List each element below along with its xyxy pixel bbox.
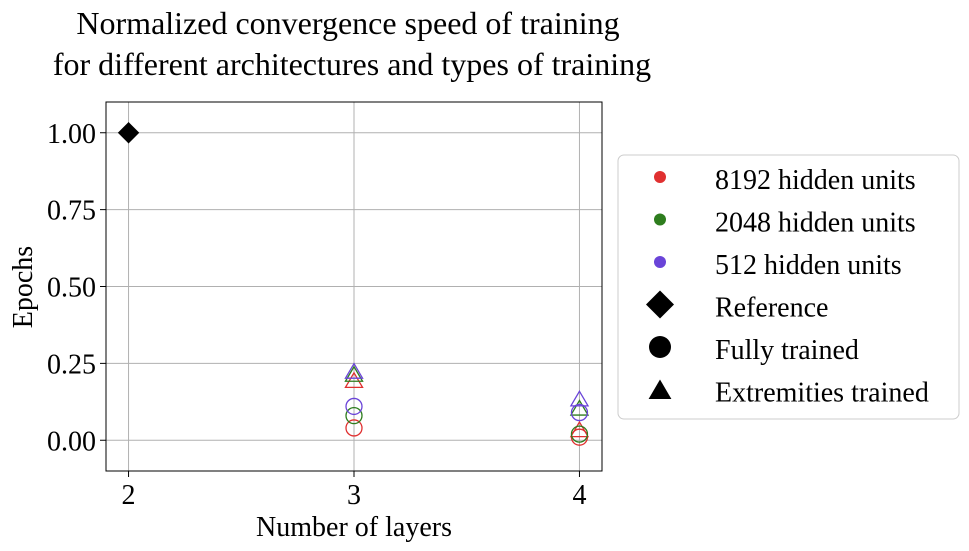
legend-marker [654, 171, 666, 183]
point-fully-trained [570, 425, 589, 443]
legend: 8192 hidden units 2048 hidden units 512 hi… [617, 154, 960, 420]
legend-label: 8192 hidden units [715, 165, 916, 196]
chart-title-line-1: Normalized convergence speed of training [76, 5, 619, 41]
point-extremities-trained [569, 389, 590, 407]
point-reference [117, 122, 140, 144]
legend-frame [617, 154, 960, 420]
legend-marker [654, 213, 666, 226]
point-extremities-trained [344, 362, 364, 379]
x-axis-label: Number of layers [256, 512, 452, 543]
y-tick-label: 1.00 [47, 119, 96, 150]
point-extremities-trained [569, 420, 590, 438]
point-extremities-trained [569, 399, 590, 416]
data-points [117, 122, 590, 446]
chart-title-line-2: for different architectures and types of… [53, 46, 651, 82]
point-fully-trained [345, 397, 363, 416]
grid-lines [106, 102, 602, 471]
y-tick-label: 0.00 [47, 426, 96, 457]
point-fully-trained [345, 419, 363, 437]
legend-label: 2048 hidden units [715, 208, 916, 239]
y-tick-label: 0.50 [47, 273, 96, 304]
y-tick-label: 0.75 [47, 196, 96, 227]
legend-label: 512 hidden units [715, 250, 902, 281]
y-axis-ticks: 0.00 0.25 0.50 0.75 1.00 [47, 119, 106, 457]
point-fully-trained [345, 406, 363, 425]
point-extremities-trained [344, 365, 364, 382]
x-tick-label: 2 [122, 480, 136, 511]
x-tick-label: 4 [572, 480, 586, 511]
legend-marker [646, 290, 674, 319]
point-fully-trained [570, 403, 589, 422]
y-tick-label: 0.25 [47, 349, 96, 380]
x-tick-label: 3 [347, 480, 361, 511]
y-axis-label: Epochs [8, 246, 39, 328]
legend-marker [654, 256, 666, 268]
legend-label: Fully trained [715, 335, 859, 366]
point-extremities-trained [344, 371, 364, 389]
legend-marker [648, 379, 672, 399]
x-axis-ticks: 2 3 4 [122, 471, 586, 511]
legend-label: Reference [715, 293, 828, 324]
legend-marker [649, 336, 671, 358]
legend-label: Extremities trained [715, 378, 929, 409]
